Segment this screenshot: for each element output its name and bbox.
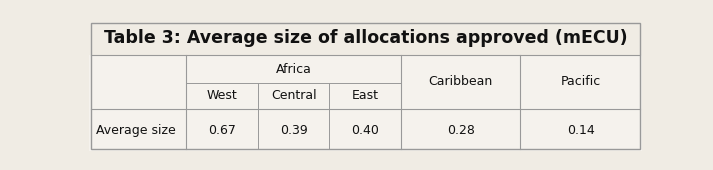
Text: Table 3: Average size of allocations approved (mECU): Table 3: Average size of allocations app… [103, 29, 627, 47]
Text: 0.28: 0.28 [447, 124, 475, 137]
Text: 0.40: 0.40 [352, 124, 379, 137]
Bar [89, 55, 642, 151]
Bar [89, 20, 642, 55]
Text: Pacific: Pacific [561, 75, 601, 88]
Text: 0.14: 0.14 [567, 124, 595, 137]
Text: Caribbean: Caribbean [429, 75, 493, 88]
Text: West: West [206, 89, 237, 103]
Text: 0.39: 0.39 [279, 124, 307, 137]
Text: Average size: Average size [96, 124, 175, 137]
Text: East: East [352, 89, 379, 103]
Text: Central: Central [271, 89, 317, 103]
Text: 0.67: 0.67 [207, 124, 236, 137]
Text: Africa: Africa [276, 63, 312, 76]
